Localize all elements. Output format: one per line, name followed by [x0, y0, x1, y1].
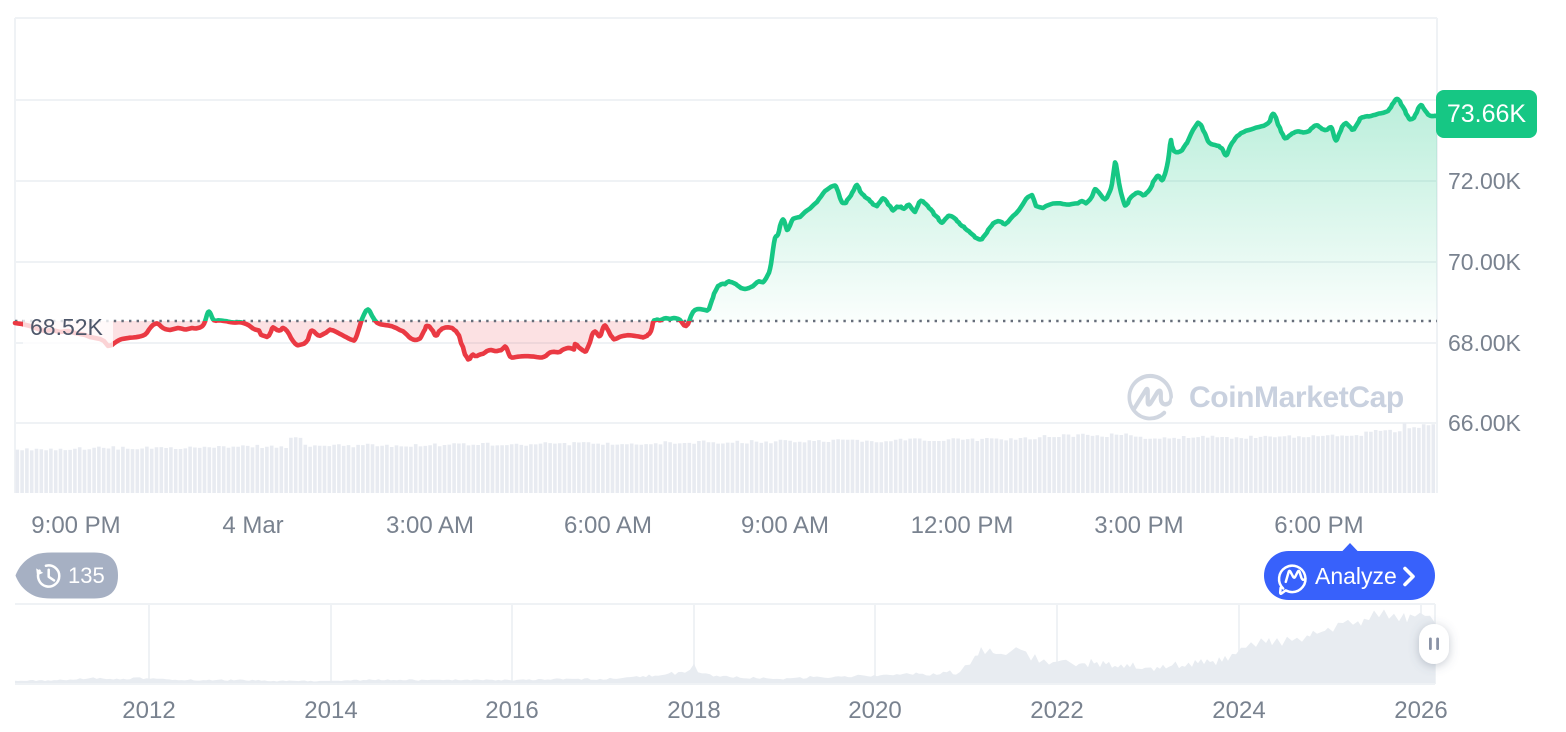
svg-text:CoinMarketCap: CoinMarketCap: [1189, 381, 1404, 414]
